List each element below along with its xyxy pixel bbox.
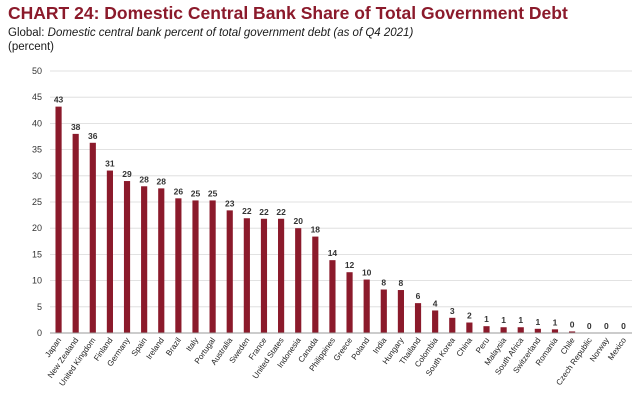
y-axis-ticks: 0 5 10 15 20 25 30 35 40 45 50: [32, 66, 42, 338]
bar: [175, 198, 182, 333]
subtitle-description: Domestic central bank percent of total g…: [47, 27, 414, 39]
y-tick-label: 50: [32, 66, 42, 76]
bar-value-label: 3: [450, 306, 455, 316]
bar: [226, 210, 233, 333]
y-tick-label: 10: [32, 276, 42, 286]
y-tick-label: 15: [32, 249, 42, 259]
bar: [363, 279, 370, 333]
category-label: China: [455, 336, 475, 359]
bar: [209, 200, 216, 333]
bar-value-label: 23: [225, 198, 235, 208]
bar: [500, 327, 507, 333]
bar: [569, 331, 576, 333]
bar: [192, 200, 199, 333]
bar-value-label: 25: [191, 188, 201, 198]
bar-value-label: 0: [587, 321, 592, 331]
y-tick-label: 30: [32, 171, 42, 181]
y-tick-label: 5: [37, 302, 42, 312]
bar-value-label: 14: [328, 248, 338, 258]
bar: [158, 188, 165, 333]
bar: [449, 317, 456, 333]
bar: [483, 326, 490, 333]
bar: [380, 289, 387, 333]
bar-value-label: 0: [621, 321, 626, 331]
bar-value-label: 26: [174, 186, 184, 196]
category-label: Brazil: [164, 336, 183, 358]
y-axis-unit: (percent): [8, 41, 55, 53]
category-label: Ireland: [144, 336, 165, 361]
bar-value-label: 22: [276, 207, 286, 217]
bar-value-label: 1: [518, 315, 523, 325]
bar-value-label: 1: [501, 315, 506, 325]
bar-value-label: 28: [139, 174, 149, 184]
bar: [55, 106, 62, 334]
bar: [551, 329, 559, 333]
bar-value-label: 0: [570, 319, 575, 329]
bar-value-label: 31: [105, 159, 115, 169]
category-label: Mexico: [606, 336, 628, 362]
bar: [260, 218, 268, 333]
bar: [123, 181, 131, 333]
bar-value-label: 22: [259, 207, 269, 217]
bar-value-label: 38: [71, 122, 81, 132]
bar-value-label: 28: [157, 176, 167, 186]
bar-value-label: 29: [122, 169, 132, 179]
bar: [295, 228, 302, 333]
bar: [243, 218, 250, 333]
bar: [72, 133, 79, 333]
bar: [534, 328, 541, 333]
bar-value-label: 0: [604, 321, 609, 331]
y-tick-label: 40: [32, 118, 42, 128]
bar-value-label: 36: [88, 131, 98, 141]
bar: [329, 260, 336, 333]
bar: [517, 327, 524, 333]
y-tick-label: 35: [32, 145, 42, 155]
bar: [414, 303, 422, 333]
subtitle-prefix: Global:: [8, 27, 48, 39]
bar-value-label: 1: [535, 317, 540, 327]
bar: [397, 290, 404, 333]
bar: [312, 236, 319, 333]
y-tick-label: 20: [32, 223, 42, 233]
bar: [466, 322, 473, 333]
bar: [346, 272, 353, 333]
bar-value-label: 4: [433, 298, 438, 308]
bar-value-label: 8: [399, 278, 404, 288]
bar-value-label: 25: [208, 188, 218, 198]
y-tick-label: 25: [32, 197, 42, 207]
gridlines: [50, 70, 632, 334]
bar-value-label: 6: [416, 291, 421, 301]
chart-subtitle: Global: Domestic central bank percent of…: [8, 27, 413, 39]
category-label: Poland: [350, 336, 372, 362]
bar-value-label: 12: [345, 260, 355, 270]
bar-value-label: 2: [467, 311, 472, 321]
bar-value-label: 22: [242, 206, 252, 216]
bar: [106, 170, 113, 333]
chart-title: CHART 24: Domestic Central Bank Share of…: [8, 3, 568, 23]
bar: [141, 186, 148, 333]
bar-value-label: 8: [381, 278, 386, 288]
bar-value-label: 1: [553, 317, 558, 327]
bar-value-label: 18: [311, 225, 321, 235]
category-label: Italy: [184, 336, 200, 353]
bar-value-label: 43: [54, 95, 64, 105]
bar: [89, 142, 96, 333]
bar-value-label: 20: [293, 216, 303, 226]
bar-value-label: 1: [484, 314, 489, 324]
y-tick-label: 45: [32, 92, 42, 102]
y-tick-label: 0: [37, 328, 42, 338]
bar-value-label: 10: [362, 268, 372, 278]
bar: [432, 310, 439, 333]
bar: [278, 218, 285, 333]
bars: [55, 106, 576, 334]
